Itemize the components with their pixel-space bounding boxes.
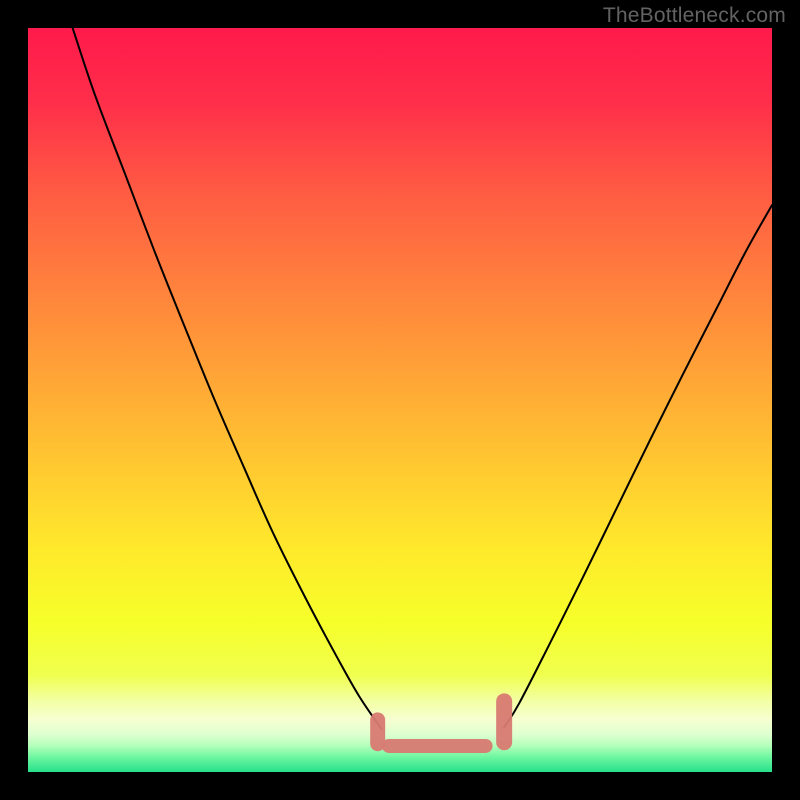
watermark-text: TheBottleneck.com — [603, 4, 786, 28]
slider-range-marks[interactable] — [378, 701, 504, 746]
bottleneck-curve — [28, 28, 772, 772]
chart-area — [28, 28, 772, 772]
chart-page: { "watermark_text": "TheBottleneck.com",… — [0, 0, 800, 800]
